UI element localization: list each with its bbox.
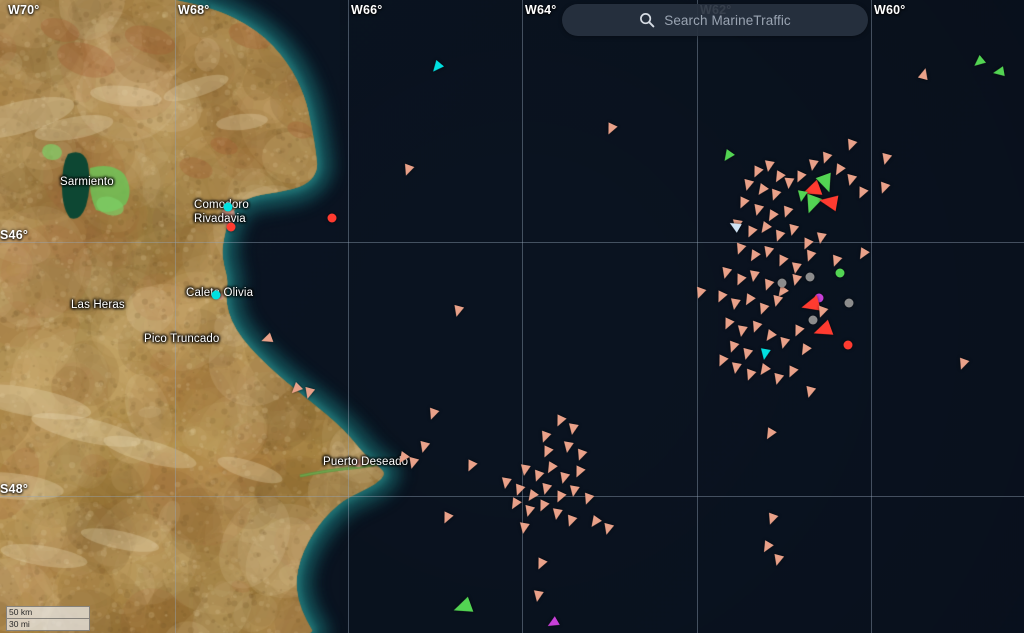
map-scale-bar: 50 km 30 mi — [6, 606, 90, 631]
scale-mi-label: 30 mi — [6, 619, 90, 631]
search-input[interactable]: Search MarineTraffic — [562, 4, 868, 36]
scale-km-label: 50 km — [6, 606, 90, 619]
search-icon — [640, 13, 655, 28]
search-placeholder-text: Search MarineTraffic — [664, 12, 791, 28]
